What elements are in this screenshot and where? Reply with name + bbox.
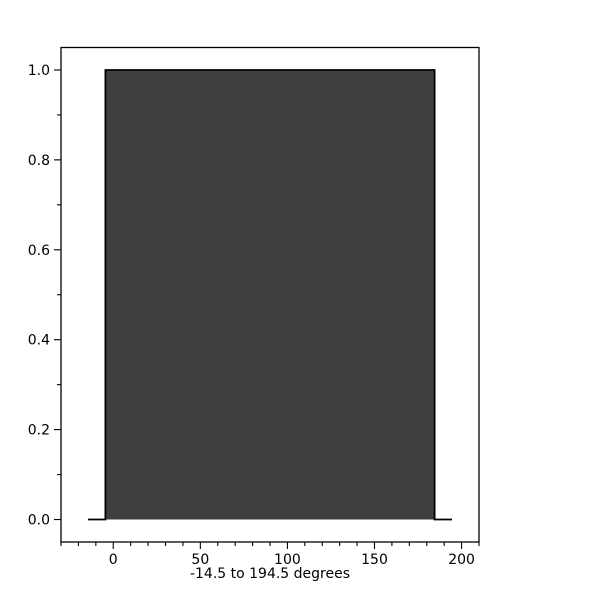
y-tick-label: 0.6	[28, 243, 50, 259]
x-tick-label: 50	[191, 552, 209, 568]
y-axis-ticks	[54, 69, 61, 521]
y-tick-label: 0.4	[28, 333, 50, 349]
y-axis-tick-labels: 0.0 0.2 0.4 0.6 0.8 1.0	[28, 63, 50, 529]
x-axis-tick-labels: 0 50 100 150 200	[109, 552, 475, 568]
x-axis-ticks	[60, 542, 480, 549]
x-tick-label: 150	[361, 552, 388, 568]
y-tick-label: 1.0	[28, 63, 50, 79]
x-axis-label: -14.5 to 194.5 degrees	[189, 566, 351, 582]
y-tick-label: 0.8	[28, 153, 50, 169]
x-tick-label: 100	[274, 552, 301, 568]
y-tick-label: 0.0	[28, 513, 50, 529]
y-tick-label: 0.2	[28, 423, 50, 439]
x-tick-label: 0	[109, 552, 118, 568]
x-tick-label: 200	[448, 552, 475, 568]
step-line	[87, 69, 453, 521]
step-area-fill	[87, 69, 453, 520]
